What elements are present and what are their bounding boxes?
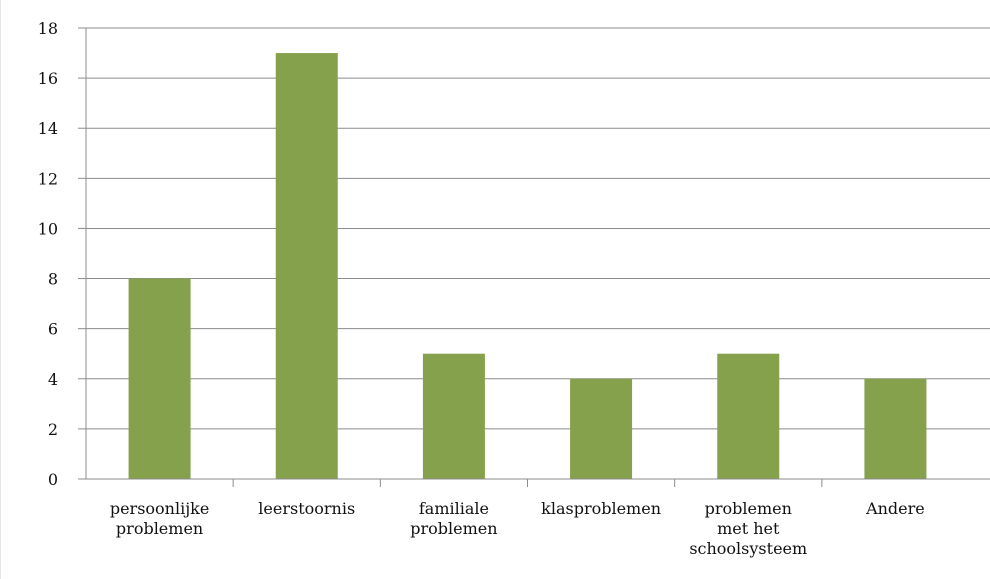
x-category-label: persoonlijke problemen [110,499,210,538]
bar-3 [570,378,633,479]
y-tick-label: 16 [38,69,58,88]
axes [78,27,990,487]
y-tick-label: 6 [48,320,58,339]
bars [128,53,927,480]
x-category-label-line: met het [717,519,780,538]
x-category-label-line: familiale [419,499,489,518]
y-tick-label: 2 [48,420,58,439]
x-category-label-line: persoonlijke [110,499,210,518]
x-category-label: leerstoornis [258,499,355,518]
x-category-label-line: problemen [705,499,792,518]
y-tick-label: 14 [38,119,58,138]
bar-1 [275,53,338,480]
gridlines [86,27,990,430]
x-category-label-line: schoolsysteem [689,539,807,558]
x-category-label: klasproblemen [541,499,661,518]
y-tick-label: 8 [48,270,58,289]
bar-2 [422,353,485,479]
bar-4 [717,353,780,479]
x-category-label-line: leerstoornis [258,499,355,518]
x-category-label-line: problemen [116,519,203,538]
y-tick-label: 0 [48,470,58,489]
bar-5 [864,378,927,479]
y-tick-label: 12 [38,169,58,188]
x-category-label: Andere [865,499,925,518]
x-category-label: problemen met het schoolsysteem [689,499,807,558]
bar-0 [128,278,191,479]
y-tick-labels: 0 2 4 6 8 10 12 14 16 18 [38,19,58,489]
y-tick-label: 4 [48,370,58,389]
x-category-label-line: problemen [410,519,497,538]
x-category-label-line: klasproblemen [541,499,661,518]
y-tick-label: 18 [38,19,58,38]
x-category-label: familiale problemen [410,499,497,538]
x-category-label-line: Andere [865,499,925,518]
y-tick-label: 10 [38,219,58,238]
